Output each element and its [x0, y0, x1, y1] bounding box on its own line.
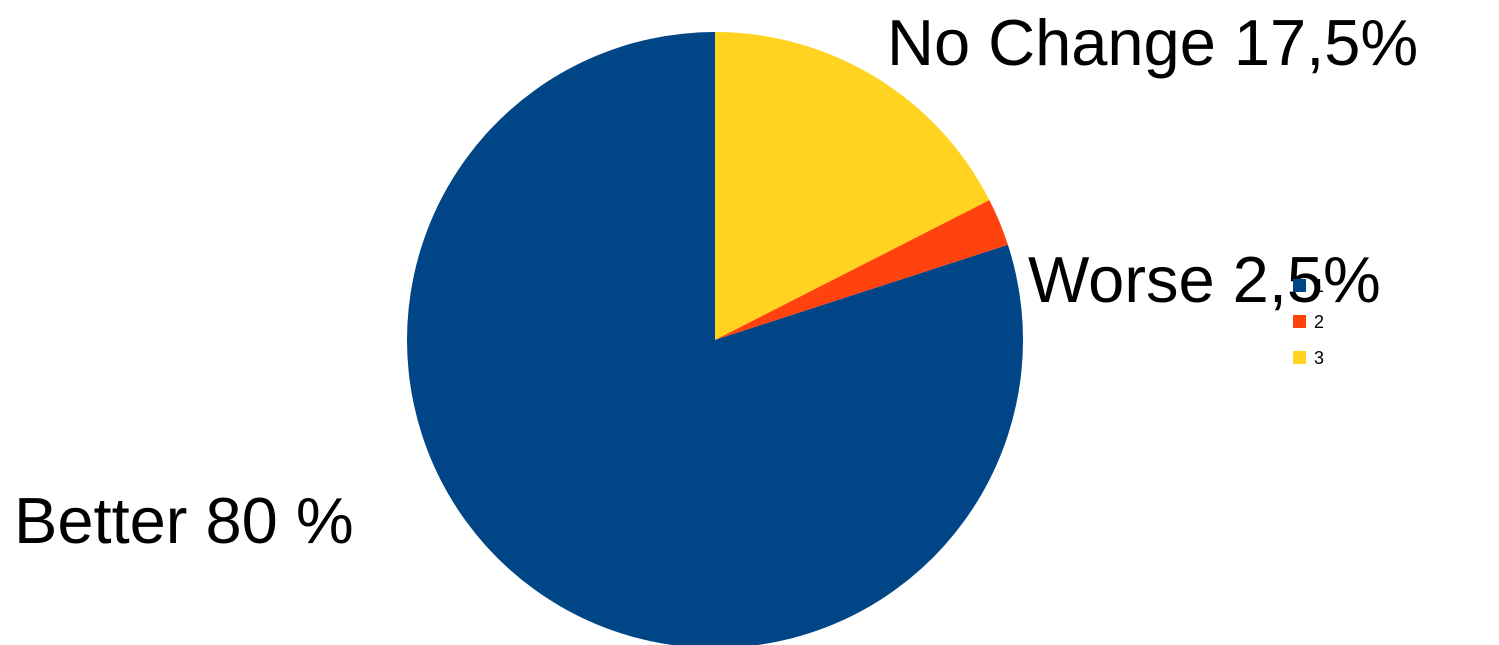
legend: 1 2 3	[1293, 276, 1324, 368]
data-label-no-change: No Change 17,5%	[887, 6, 1418, 79]
data-label-better: Better 80 %	[14, 484, 354, 557]
legend-swatch-3	[1293, 351, 1306, 364]
pie-slice-no-change	[715, 32, 990, 340]
pie-slice-better	[407, 32, 1023, 645]
legend-label-2: 2	[1314, 312, 1324, 332]
legend-swatch-1	[1293, 279, 1306, 292]
legend-label-3: 3	[1314, 348, 1324, 368]
pie-slices	[407, 32, 1023, 645]
data-label-worse: Worse 2,5%	[1028, 243, 1381, 316]
pie-slice-worse	[715, 200, 1008, 340]
legend-label-1: 1	[1314, 276, 1324, 296]
legend-swatch-2	[1293, 315, 1306, 328]
